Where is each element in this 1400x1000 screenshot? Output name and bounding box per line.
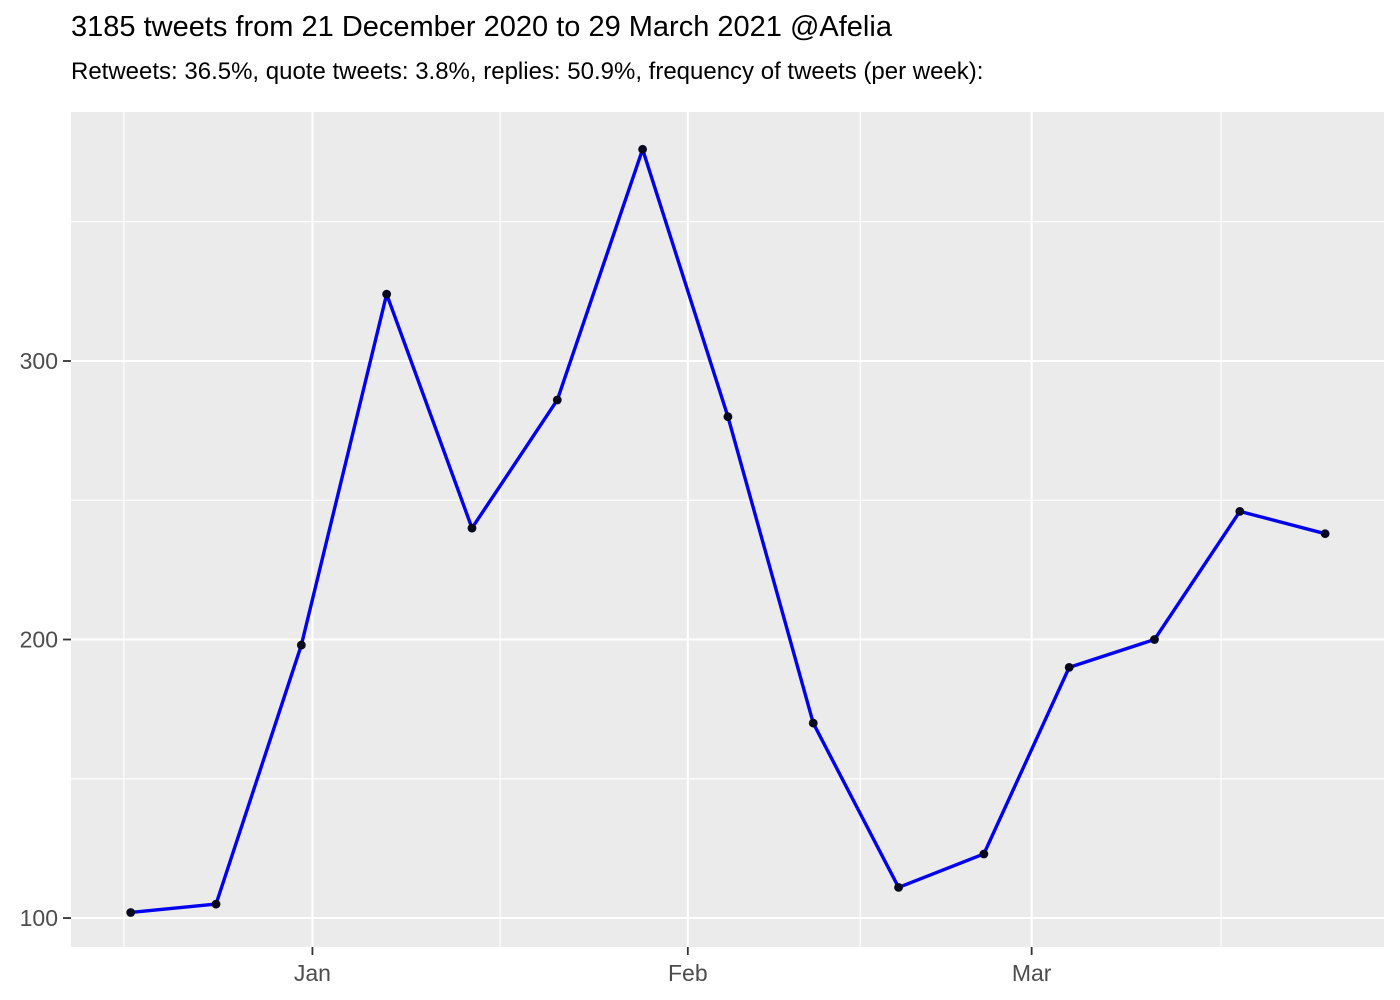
chart-subtitle: Retweets: 36.5%, quote tweets: 3.8%, rep… bbox=[71, 58, 984, 85]
axis-ticks bbox=[63, 360, 1033, 955]
data-point bbox=[1235, 506, 1245, 516]
data-point bbox=[1150, 635, 1159, 644]
y-axis-label: 100 bbox=[20, 905, 58, 931]
chart-title: 3185 tweets from 21 December 2020 to 29 … bbox=[71, 11, 892, 43]
data-point bbox=[296, 640, 306, 650]
data-point bbox=[1320, 529, 1330, 539]
data-point bbox=[979, 849, 989, 859]
data-point bbox=[126, 908, 136, 917]
data-point bbox=[467, 523, 477, 533]
data-point bbox=[894, 882, 903, 892]
data-points bbox=[126, 144, 1330, 917]
x-axis-label: Feb bbox=[668, 960, 708, 986]
major-gridlines bbox=[71, 112, 1384, 947]
x-axis-label: Jan bbox=[294, 960, 331, 986]
data-point bbox=[723, 412, 733, 422]
minor-gridlines bbox=[71, 112, 1384, 947]
data-point bbox=[808, 718, 818, 728]
x-axis-label: Mar bbox=[1012, 960, 1052, 986]
plot-panel bbox=[71, 112, 1384, 947]
data-point bbox=[1064, 662, 1074, 672]
data-point bbox=[638, 144, 648, 154]
y-axis-label: 200 bbox=[20, 627, 58, 653]
data-point bbox=[211, 899, 221, 909]
y-axis-label: 300 bbox=[20, 348, 58, 374]
data-point bbox=[552, 395, 562, 405]
axis-labels: 100 200 300 Jan Feb Mar bbox=[20, 348, 1052, 986]
data-point bbox=[382, 289, 392, 299]
